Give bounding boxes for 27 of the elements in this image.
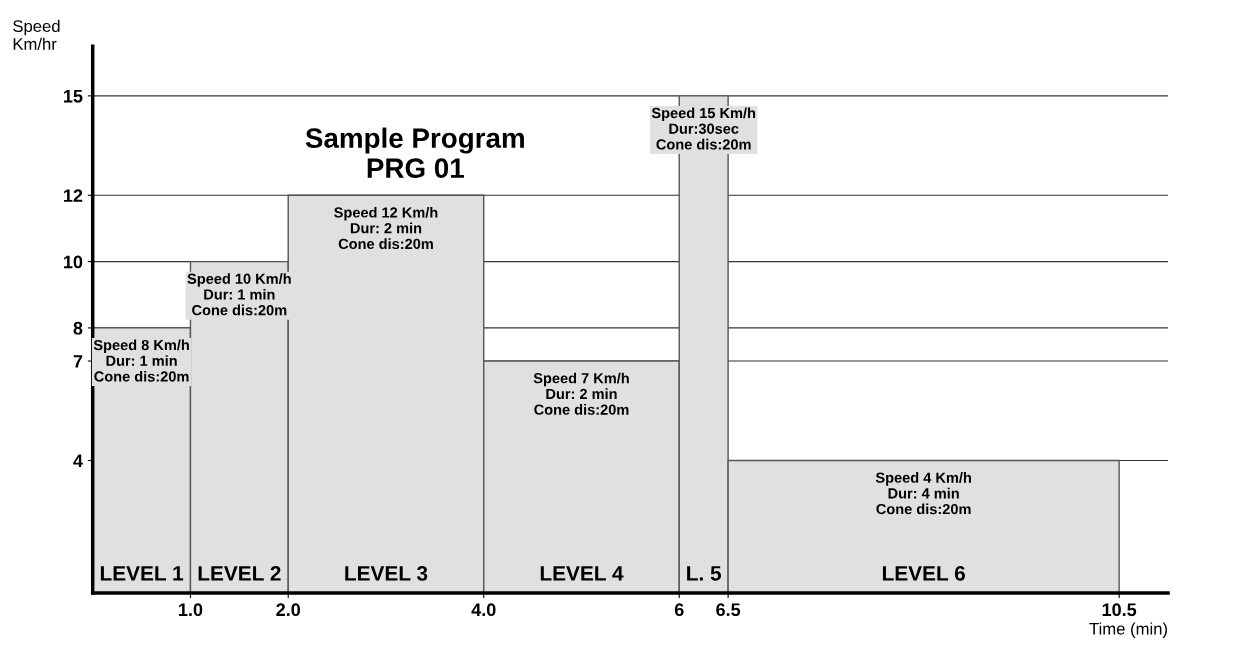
x-tick-label: 1.0: [179, 603, 203, 617]
y-tick-label: 10: [64, 255, 83, 269]
annotation: LEVEL 6: [882, 565, 965, 581]
y-tick-label: 4: [73, 454, 83, 468]
annotation: L. 5: [687, 566, 722, 581]
y-tick-label: 7: [73, 355, 83, 368]
x-axis-title: Time (min): [1089, 622, 1167, 638]
y-axis-title: Speed Km/hr: [13, 19, 60, 50]
y-tick-label: 8: [73, 321, 83, 335]
annotation: Speed 15 Km/h Dur:30sec Cone dis:20m: [651, 107, 756, 150]
annotation: LEVEL 1: [100, 566, 184, 581]
y-tick-label: 15: [64, 89, 83, 103]
annotation: Speed 4 Km/h Dur: 4 min Cone dis:20m: [875, 472, 971, 515]
annotation: Speed 7 Km/h Dur: 2 min Cone dis:20m: [533, 372, 629, 415]
y-tick-label: 12: [64, 189, 83, 202]
x-tick-label: 4.0: [471, 603, 496, 617]
annotation: Speed 12 Km/h Dur: 2 min Cone dis:20m: [334, 206, 438, 250]
annotation: Speed 10 Km/h Dur: 1 min Cone dis:20m: [187, 273, 291, 316]
x-tick-label: 6.5: [716, 603, 741, 617]
annotation: Speed 8 Km/h Dur: 1 min Cone dis:20m: [93, 339, 189, 382]
x-tick-label: 6: [674, 603, 684, 617]
annotation: LEVEL 4: [540, 566, 624, 581]
text: Sample Program PRG 01: [305, 127, 524, 178]
annotation: LEVEL 2: [198, 565, 281, 581]
x-tick-label: 2.0: [276, 603, 301, 617]
annotation: LEVEL 3: [345, 565, 428, 581]
x-tick-label: 10.5: [1102, 603, 1137, 617]
